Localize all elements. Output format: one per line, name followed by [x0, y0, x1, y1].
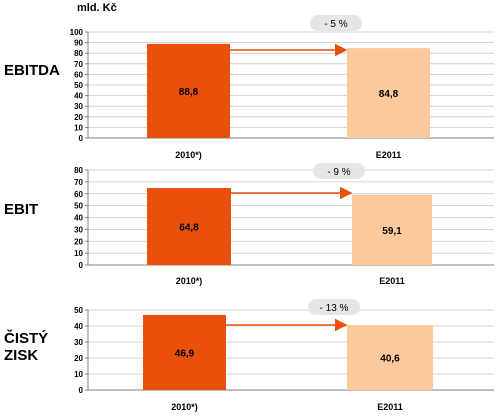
chart-3-category-label: 2010*) [171, 402, 198, 412]
chart-2-bar-value-label: 64,8 [179, 223, 199, 234]
chart-1-bar-value-label: 88,8 [179, 87, 199, 98]
net-profit-title-line-1: ČISTÝ [4, 330, 49, 347]
chart-3-ytick-label: 50 [74, 306, 83, 315]
chart-2-change-label: - 9 % [327, 167, 350, 178]
chart-3-ytick-label: 10 [74, 370, 83, 379]
chart-2-bar-2011 [352, 194, 432, 265]
chart-2-bar-2010 [147, 188, 231, 265]
chart-3-bar-value-label: 46,9 [175, 348, 195, 359]
ebitda-title: EBITDA [4, 62, 60, 79]
chart-1-category-label: 2010*) [175, 150, 202, 160]
chart-3-change-badge [308, 299, 360, 315]
chart-2-change-badge [313, 163, 365, 179]
chart-2-bar-value-label: 59,1 [382, 226, 402, 237]
unit-label: mld. Kč [77, 2, 117, 14]
chart-3-bar-2010 [143, 314, 226, 390]
chart-1-bar-value-label: 84,8 [379, 89, 399, 100]
chart-1-bar-2010 [147, 43, 230, 138]
ebit-title-text: EBIT [4, 201, 39, 218]
chart-1-ytick-label: 80 [74, 49, 83, 58]
chart-2-ytick-label: 50 [74, 202, 83, 211]
chart-2-ytick-label: 20 [74, 237, 83, 246]
chart-1-change-label: - 5 % [324, 19, 347, 30]
chart-1-ytick-label: 10 [74, 123, 83, 132]
chart-3-ytick-label: 40 [74, 322, 83, 331]
chart-1-ytick-label: 50 [74, 81, 83, 90]
chart-1-ytick-label: 20 [74, 113, 83, 122]
chart-1-ytick-label: 30 [74, 102, 83, 111]
chart-3-ytick-label: 30 [74, 338, 83, 347]
chart-1-change-badge [310, 15, 362, 31]
net-profit-title-line-2: ZISK [4, 347, 39, 364]
chart-3-ytick-label: 0 [79, 386, 84, 395]
chart-1-ytick-label: 60 [74, 70, 83, 79]
chart-2-ytick-label: 0 [79, 261, 84, 270]
chart-3-category-label: E2011 [377, 402, 403, 412]
chart-2-ytick-label: 70 [74, 178, 83, 187]
chart-1-category-label: E2011 [376, 150, 402, 160]
chart-2-category-label: 2010*) [176, 276, 203, 286]
chart-3-ytick-label: 20 [74, 354, 83, 363]
ebit-title: EBIT [4, 201, 38, 218]
chart-2-ytick-label: 80 [74, 166, 83, 175]
chart-1-ytick-label: 40 [74, 92, 83, 101]
chart-1-ytick-label: 0 [79, 134, 84, 143]
chart-1-ytick-label: 70 [74, 60, 83, 69]
chart-2-category-label: E2011 [379, 276, 405, 286]
chart-3-bar-value-label: 40,6 [380, 354, 400, 365]
chart-2-ytick-label: 40 [74, 214, 83, 223]
chart-2-ytick-label: 10 [74, 249, 83, 258]
chart-3-change-label: - 13 % [320, 303, 349, 314]
ebitda-title-text: EBITDA [4, 62, 60, 79]
chart-2-ytick-label: 30 [74, 225, 83, 234]
chart-1-bar-2011 [347, 48, 430, 138]
chart-3-bar-2011 [347, 325, 433, 390]
chart-1-ytick-label: 90 [74, 39, 83, 48]
chart-1-ytick-label: 100 [70, 28, 84, 37]
chart-2-ytick-label: 60 [74, 190, 83, 199]
net-profit-title: ČISTÝ ZISK [4, 330, 48, 364]
